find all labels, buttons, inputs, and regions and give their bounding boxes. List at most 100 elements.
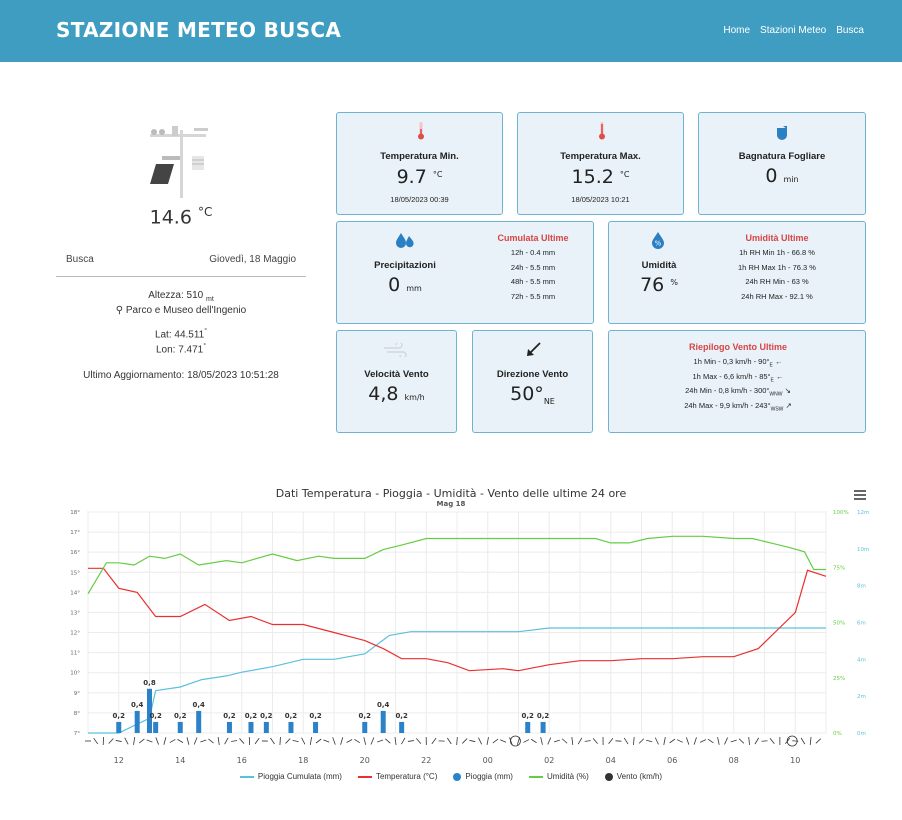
wind-barb [724,737,728,745]
rain-drops-icon [396,233,414,248]
wind-barb [270,737,275,745]
card-subtitle: Cumulata Ultime [497,233,569,243]
legend-item[interactable]: Pioggia (mm) [453,772,513,781]
wind-barb [340,737,344,745]
wind-icon [384,343,407,357]
wind-barb [377,739,384,743]
y-tick-label-rain: 12m [857,510,869,516]
x-tick-label: 22 [421,756,431,765]
card-temp-max: Temperatura Max. 15.2 °C 18/05/2023 10:2… [517,112,684,215]
wind-barb [571,737,574,745]
wind-barb [669,738,676,744]
card-value: 50°NE [510,383,555,406]
card-precipitation: Precipitazioni 0 mm Cumulata Ultime 12h … [336,221,594,324]
x-tick-label: 06 [667,756,677,765]
card-value: 15.2 °C [571,166,630,188]
rain-bar-label: 0,4 [192,701,205,709]
wind-barb [231,740,238,742]
wind-barb [93,737,99,745]
y-tick-label-temp: 16° [70,550,80,556]
wind-barb [254,737,260,745]
y-tick-label-humidity: 100% [833,510,849,516]
wind-barb [500,739,507,743]
rain-bar-label: 0,2 [223,712,236,720]
y-tick-label-temp: 9° [74,691,80,697]
chart-subtitle: Mag 18 [436,500,466,508]
rain-bar-label: 0,2 [260,712,273,720]
nav-busca[interactable]: Busca [836,25,864,36]
card-label: Direzione Vento [496,369,569,380]
list-item: 24h RH Max - 92.1 % [741,291,813,301]
chart-menu-icon[interactable] [854,490,866,500]
wind-barb [301,737,306,745]
x-tick-label: 02 [544,756,554,765]
wind-barb [385,738,391,744]
wind-barb [809,736,812,746]
thermometer-icon [599,122,605,140]
site-header: STAZIONE METEO BUSCA Home Stazioni Meteo… [0,0,902,62]
wind-barb [401,737,406,745]
card-value: 4,8 km/h [368,383,425,405]
list-item: 12h - 0.4 mm [510,248,556,257]
card-label: Precipitazioni [374,260,436,271]
location-name: Busca [66,254,94,265]
wind-barb [115,740,122,742]
legend-item[interactable]: Umidità (%) [528,772,589,781]
svg-text:%: % [655,240,662,248]
y-tick-label-rain: 2m [857,694,866,700]
wind-barb [717,737,720,745]
leaf-drop-icon [777,126,787,140]
wind-barb [447,737,452,745]
card-wind-speed: Velocità Vento 4,8 km/h [336,330,457,433]
wind-barb [700,739,706,743]
rain-bar-label: 0,2 [285,712,298,720]
wind-barb [492,738,499,744]
wind-barb [133,737,136,745]
wind-barb [646,739,653,743]
wind-barb [462,738,468,744]
x-tick-label: 04 [606,756,616,765]
wind-barb [431,737,437,745]
nav-stazioni-meteo[interactable]: Stazioni Meteo [760,25,827,36]
legend-item[interactable]: Temperatura (°C) [357,772,437,781]
card-subtitle: Umidità Ultime [745,233,809,243]
wind-barb [663,737,666,745]
wind-barb [346,739,353,743]
altitude: Altezza: 510 mt [148,290,214,303]
legend-item[interactable]: Pioggia Cumulata (mm) [239,772,342,781]
wind-barb [323,739,330,743]
wind-barb [169,739,176,743]
card-humidity: % Umidità 76 % Umidità Ultime 1h RH Min … [608,221,866,324]
list-item: 24h Max - 9,9 km/h - 243°WSW ↗ [684,400,792,413]
card-subtitle: Riepilogo Vento Ultime [688,342,787,352]
wind-barb [693,737,697,745]
card-leaf-wetness: Bagnatura Fogliare 0 min [698,112,866,215]
wind-barb [792,740,799,742]
wind-barb [208,738,214,744]
wind-barb [547,737,552,745]
wind-barb [138,738,145,744]
nav-home[interactable]: Home [723,25,751,36]
rain-bar [525,721,531,733]
y-tick-label-temp: 11° [70,651,80,657]
x-tick-label: 16 [237,756,247,765]
divider [56,276,306,277]
place: ⚲ Parco e Museo dell'Ingenio [115,305,247,316]
rain-bar [147,688,152,733]
wind-barb [800,737,806,745]
wind-barb [415,738,422,744]
rain-bar [226,721,232,733]
rain-bar-label: 0,4 [377,701,390,709]
wind-barb [456,736,458,746]
rain-bar [134,710,140,733]
rain-bar-label: 0,2 [113,712,126,720]
rain-bar [177,721,183,733]
legend-item[interactable]: Vento (km/h) [604,772,662,781]
wind-barb [584,740,591,742]
card-value: 0 mm [388,274,422,296]
list-item: 1h RH Max 1h - 76.3 % [738,262,816,272]
rain-bar [288,721,294,733]
wind-barb [748,736,750,746]
y-tick-label-humidity: 75% [833,565,845,571]
y-tick-label-humidity: 0% [833,731,842,737]
